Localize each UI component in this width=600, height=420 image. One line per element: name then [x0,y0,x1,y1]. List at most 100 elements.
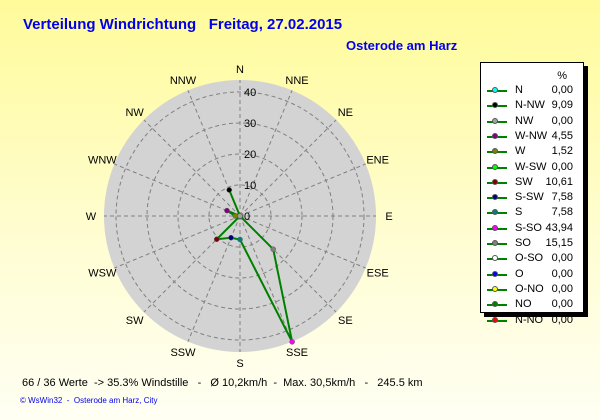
legend-item: N 0,00 [481,84,583,99]
legend-marker-icon [492,148,498,155]
direction-label-sw: SW [126,315,144,327]
legend-value: 0,00 [551,84,573,96]
legend-item: O-NO 0,00 [481,283,583,298]
direction-label-w: W [86,211,97,223]
legend-name: S [515,206,523,219]
legend-value: 1,52 [551,145,573,158]
legend-item: W-NW 4,55 [481,130,583,145]
legend-marker-icon [492,224,498,231]
r-tick-label: 0 [244,211,250,223]
legend-name: SW [515,175,533,188]
legend-item: W 1,52 [481,145,583,160]
legend-name: NO [515,298,532,311]
data-point-nnw [226,187,232,193]
legend-value: 0,00 [551,282,573,295]
grid-spoke [239,215,293,342]
legend-item: S-SW 7,58 [481,191,583,206]
legend-marker-icon [492,240,498,246]
legend-name: W-NW [515,129,548,142]
legend-marker-icon [492,285,498,292]
legend-item: W-SW 0,00 [481,161,583,176]
r-tick-label: 30 [244,118,256,130]
data-point-se [270,246,276,252]
legend-value: 9,09 [551,99,573,112]
legend-item: S 7,58 [481,206,583,221]
legend-value: 15,15 [545,237,573,249]
direction-label-e: E [385,211,392,223]
legend-value: 0,00 [551,267,573,280]
grid-spoke [239,215,366,269]
grid-spoke [114,215,241,269]
grid-spoke [143,119,241,217]
legend-marker-icon [492,270,498,277]
direction-label-s: S [236,358,243,370]
data-point-s [237,236,243,243]
grid-ring [115,91,365,341]
grid-ring [177,153,303,279]
data-point-wnw [224,207,230,214]
credit-line: © WsWin32 - Osterode am Harz, City [20,396,158,405]
legend-name: N-NW [515,99,545,112]
legend-value: 0,00 [551,298,573,311]
legend-marker-icon [492,301,498,308]
data-point-ssw [228,234,234,241]
direction-label-se: SE [338,315,353,327]
legend-name: W [515,145,526,158]
data-point-sse [289,339,295,345]
legend-value: 7,58 [551,191,573,204]
r-tick-label: 40 [244,87,256,99]
direction-label-nne: NNE [285,75,308,87]
r-tick-label: 10 [244,180,256,192]
legend-value: 10,61 [545,175,573,188]
legend-marker-icon [492,316,498,323]
legend-name: O-NO [515,282,544,295]
legend-name: O [515,267,524,280]
series-line [214,189,294,343]
legend-item: S-SO 43,94 [481,222,583,237]
legend-item: N-NO 0,00 [481,314,583,329]
legend-item: NO 0,00 [481,298,583,313]
legend-header: % [557,70,567,82]
legend-item: SO 15,15 [481,237,583,252]
direction-label-nnw: NNW [170,75,197,87]
legend-name: S-SO [515,221,542,234]
legend-name: W-SW [515,160,547,173]
legend-marker-icon [492,255,498,262]
legend-marker-icon [492,132,498,139]
legend-marker-icon [492,102,498,109]
legend-name: N-NO [515,313,544,326]
legend-item: SW 10,61 [481,176,583,191]
legend-item: O-SO 0,00 [481,252,583,267]
legend-name: N [515,84,523,96]
data-point-nw [237,213,243,219]
legend-value: 0,00 [551,114,573,127]
legend-marker-icon [492,117,498,124]
stats-footer: 66 / 36 Werte -> 35.3% Windstille - Ø 10… [22,377,423,389]
legend-name: O-SO [515,252,544,265]
direction-label-ne: NE [338,107,353,119]
direction-label-wsw: WSW [88,267,117,279]
legend-marker-icon [492,194,498,201]
legend-name: NW [515,114,534,127]
legend-item: NW 0,00 [481,115,583,130]
direction-label-wnw: WNW [88,155,117,167]
legend-marker-icon [492,87,498,93]
grid-spoke [239,90,293,217]
legend: % N 0,00 N-NW 9,09 NW 0,00 W-NW 4,55 W 1… [480,62,584,326]
direction-label-ese: ESE [367,267,389,279]
direction-label-ssw: SSW [170,347,196,359]
r-tick-label: 20 [244,149,256,161]
grid-spoke [114,163,241,217]
legend-value: 7,58 [551,206,573,219]
legend-name: S-SW [515,191,544,204]
legend-value: 4,55 [551,129,573,142]
direction-label-nw: NW [125,107,144,119]
legend-item: N-NW 9,09 [481,99,583,114]
grid-spoke [239,119,337,217]
data-point-w [232,213,239,219]
data-point-sw [213,236,220,243]
legend-marker-icon [492,163,498,170]
direction-label-ene: ENE [366,155,389,167]
direction-label-n: N [236,64,244,76]
